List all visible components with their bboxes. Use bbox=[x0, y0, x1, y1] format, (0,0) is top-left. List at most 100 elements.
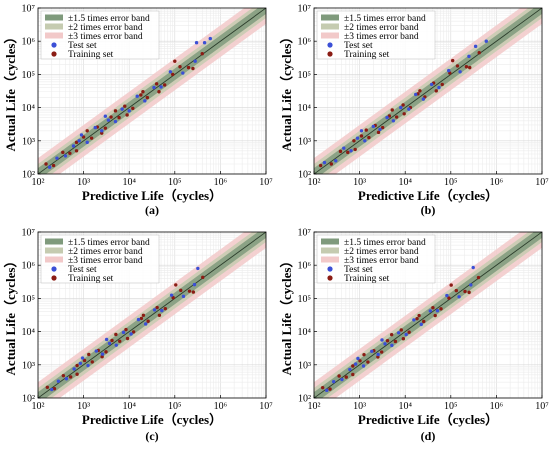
training-point bbox=[390, 108, 394, 112]
training-point bbox=[90, 360, 94, 364]
training-point bbox=[433, 313, 437, 318]
test-point bbox=[435, 309, 440, 313]
test-point bbox=[322, 160, 327, 165]
legend-swatch-band bbox=[45, 238, 63, 245]
legend-label: Test set bbox=[344, 265, 373, 275]
training-point bbox=[131, 330, 136, 334]
legend-label: Training set bbox=[344, 274, 390, 284]
x-tick-label: 10⁴ bbox=[398, 177, 412, 188]
test-point bbox=[383, 342, 387, 346]
training-point bbox=[81, 135, 86, 139]
y-tick-label: 10³ bbox=[22, 136, 35, 147]
legend-label: ±3 times error band bbox=[68, 256, 143, 266]
training-point bbox=[393, 339, 398, 344]
training-point bbox=[75, 363, 79, 368]
test-point bbox=[342, 146, 346, 150]
test-point bbox=[135, 94, 139, 98]
x-tick-label: 10⁶ bbox=[214, 401, 228, 412]
training-point bbox=[110, 338, 114, 343]
training-point bbox=[344, 375, 348, 379]
training-point bbox=[100, 355, 104, 359]
training-point bbox=[352, 139, 356, 143]
legend-marker-test bbox=[327, 42, 333, 48]
test-point bbox=[143, 99, 147, 103]
legend-marker-test bbox=[51, 266, 57, 272]
training-point bbox=[87, 352, 91, 357]
training-point bbox=[162, 83, 167, 87]
training-point bbox=[376, 130, 381, 135]
test-point bbox=[457, 295, 461, 299]
x-axis-title: Predictive Life（cycles） bbox=[358, 412, 498, 427]
panel-c: 10² 10³ 10⁴ 10⁵ 10⁶ 10⁷ 10² 10³ 10⁴ 10⁵ 10⁶ 10⁷ Pred… bbox=[3, 228, 273, 428]
test-point bbox=[396, 331, 401, 335]
test-point bbox=[378, 127, 382, 132]
training-point bbox=[61, 373, 66, 378]
legend-marker-test bbox=[327, 266, 333, 272]
test-point bbox=[113, 119, 118, 124]
y-tick-label: 10² bbox=[22, 394, 35, 405]
y-tick-label: 10⁴ bbox=[298, 103, 312, 114]
training-point bbox=[464, 65, 469, 69]
training-point bbox=[418, 89, 422, 93]
x-tick-label: 10⁵ bbox=[168, 177, 182, 188]
test-point bbox=[473, 44, 478, 49]
y-tick-label: 10³ bbox=[298, 360, 311, 371]
x-tick-label: 10⁷ bbox=[535, 401, 549, 412]
x-tick-label: 10⁵ bbox=[444, 177, 458, 188]
training-point bbox=[114, 332, 118, 337]
test-point bbox=[80, 356, 85, 360]
training-point bbox=[338, 149, 343, 154]
training-point bbox=[385, 339, 390, 343]
x-tick-label: 10⁷ bbox=[535, 177, 549, 188]
legend-label: ±1.5 times error band bbox=[344, 238, 426, 248]
training-point bbox=[89, 136, 94, 140]
test-point bbox=[120, 107, 124, 111]
error-bands bbox=[314, 8, 542, 174]
training-point bbox=[337, 374, 341, 378]
training-point bbox=[318, 163, 323, 168]
x-tick-label: 10⁴ bbox=[398, 401, 412, 412]
training-point bbox=[402, 112, 406, 116]
training-point bbox=[449, 283, 453, 287]
training-point bbox=[379, 350, 384, 354]
training-point bbox=[85, 129, 89, 133]
training-point bbox=[61, 150, 65, 155]
y-tick-label: 10⁷ bbox=[22, 4, 36, 15]
training-point bbox=[366, 360, 370, 364]
legend-swatch-band bbox=[321, 247, 339, 254]
test-point bbox=[129, 332, 133, 336]
training-point bbox=[191, 290, 196, 294]
plot-frame bbox=[37, 231, 267, 399]
training-point bbox=[125, 336, 130, 341]
y-axis-title: Actual Life（cycles） bbox=[3, 255, 18, 376]
training-point bbox=[155, 305, 159, 310]
error-bands bbox=[38, 8, 266, 174]
legend-swatch-band bbox=[45, 247, 63, 254]
training-point bbox=[74, 140, 79, 145]
x-tick-label: 10³ bbox=[77, 177, 90, 188]
training-point bbox=[389, 332, 394, 337]
y-tick-label: 10² bbox=[298, 394, 311, 405]
test-point bbox=[86, 363, 90, 368]
x-tick-label: 10⁵ bbox=[444, 401, 458, 412]
training-point bbox=[367, 135, 371, 140]
y-axis-title: Actual Life（cycles） bbox=[279, 31, 294, 152]
x-tick-label: 10⁴ bbox=[122, 401, 136, 412]
training-point bbox=[200, 52, 204, 56]
test-point bbox=[471, 265, 475, 270]
diagonal-line bbox=[38, 232, 266, 398]
test-point bbox=[77, 139, 81, 143]
test-point bbox=[371, 124, 376, 129]
test-point bbox=[484, 39, 488, 43]
test-point bbox=[121, 330, 126, 335]
y-tick-label: 10⁶ bbox=[298, 261, 312, 272]
training-point bbox=[463, 289, 467, 294]
training-point bbox=[68, 375, 73, 379]
legend-swatch-band bbox=[45, 32, 63, 39]
training-point bbox=[401, 337, 406, 341]
training-point bbox=[476, 275, 481, 280]
test-point bbox=[437, 85, 441, 90]
test-point bbox=[376, 352, 380, 357]
error-bands bbox=[314, 232, 542, 398]
